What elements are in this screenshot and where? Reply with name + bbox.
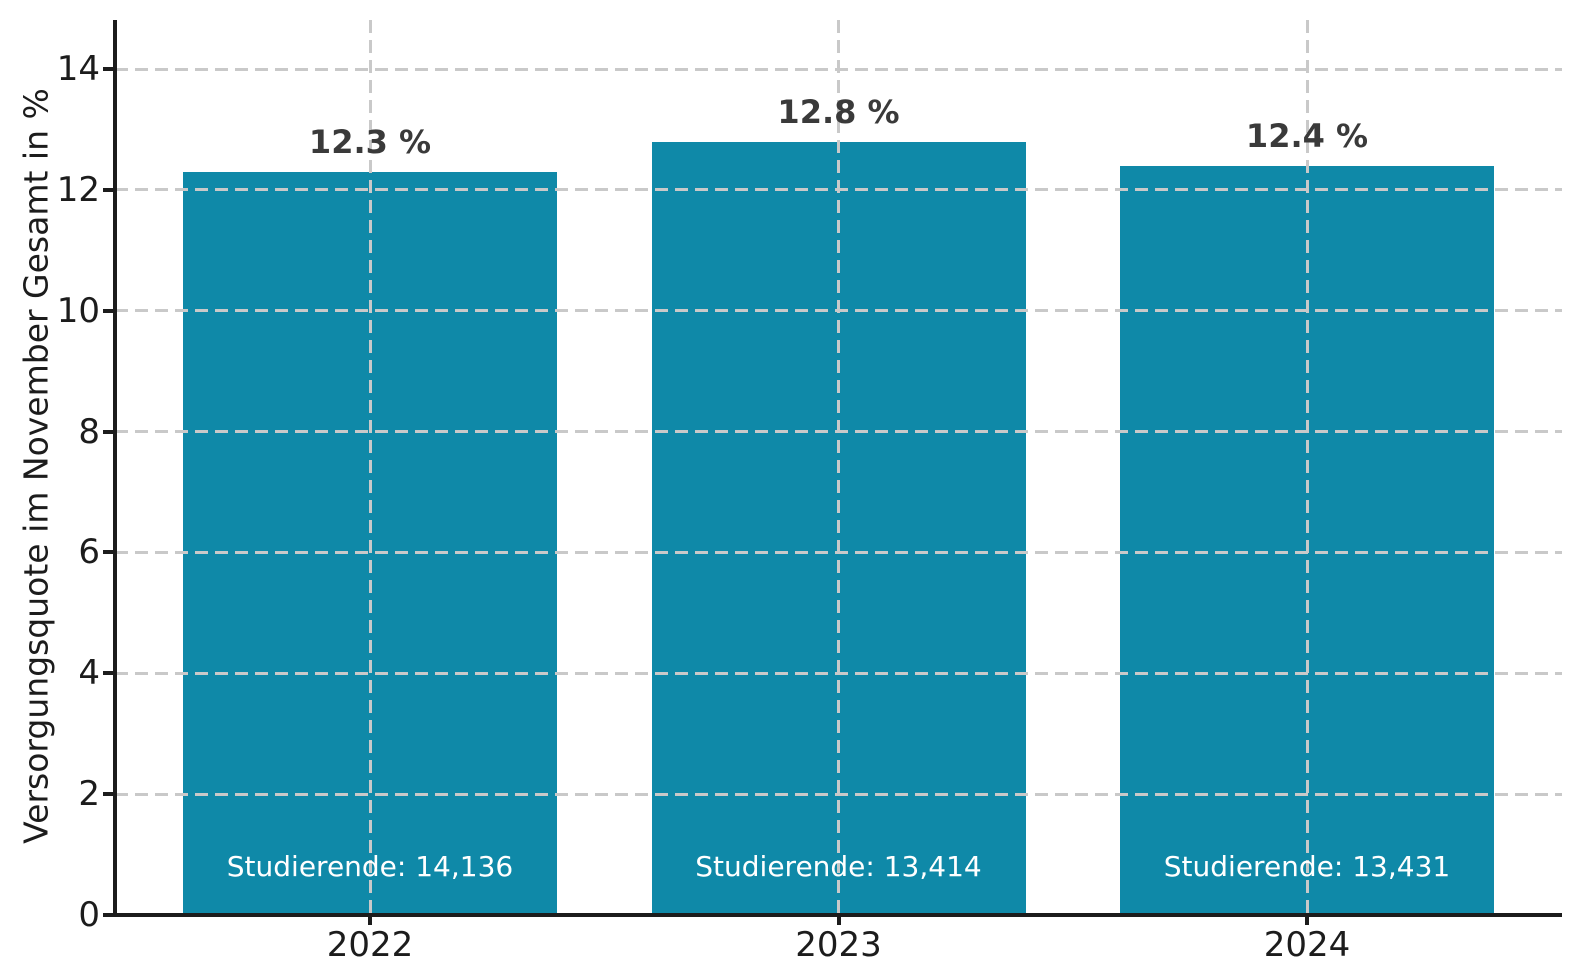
- y-tick-label: 14: [56, 49, 100, 89]
- gridline-vertical: [368, 20, 372, 915]
- y-tick: [103, 550, 113, 555]
- y-tick: [103, 187, 113, 192]
- gridline-horizontal: [115, 430, 1562, 434]
- bar-value-label: 12.8 %: [777, 92, 900, 131]
- x-tick: [836, 915, 841, 925]
- x-tick-label: 2023: [795, 925, 882, 965]
- y-tick: [103, 429, 113, 434]
- x-tick: [1305, 915, 1309, 925]
- gridline-horizontal: [115, 792, 1562, 796]
- y-tick: [103, 308, 113, 313]
- bar-inner-label: Studierende: 13,414: [695, 850, 982, 883]
- x-tick-label: 2024: [1263, 925, 1351, 965]
- bar-value-label: 12.4 %: [1245, 116, 1369, 155]
- y-tick-label: 6: [78, 532, 100, 573]
- gridline-horizontal: [115, 671, 1562, 675]
- bar-inner-label: Studierende: 14,136: [226, 850, 514, 883]
- y-tick-label: 8: [78, 411, 100, 452]
- gridline-horizontal: [115, 67, 1562, 71]
- y-tick: [103, 792, 113, 797]
- y-tick: [103, 671, 113, 676]
- y-tick-label: 4: [78, 653, 100, 694]
- bar-value-label: 12.3 %: [308, 122, 432, 161]
- bar-inner-label: Studierende: 13,431: [1163, 850, 1451, 883]
- gridline-horizontal: [115, 550, 1562, 554]
- y-tick: [103, 67, 113, 71]
- y-tick-label: 12: [56, 169, 100, 210]
- x-tick: [368, 915, 372, 925]
- y-tick-label: 2: [78, 774, 100, 815]
- x-axis-spine: [113, 913, 1562, 917]
- y-tick-label: 0: [78, 895, 100, 935]
- x-tick-label: 2022: [326, 925, 414, 965]
- y-tick: [103, 913, 113, 917]
- y-axis-spine: [113, 20, 117, 917]
- gridline-vertical: [837, 20, 840, 915]
- gridline-horizontal: [115, 309, 1562, 313]
- gridline-horizontal: [115, 188, 1562, 192]
- y-tick-label: 10: [56, 290, 100, 331]
- gridline-vertical: [1305, 20, 1309, 915]
